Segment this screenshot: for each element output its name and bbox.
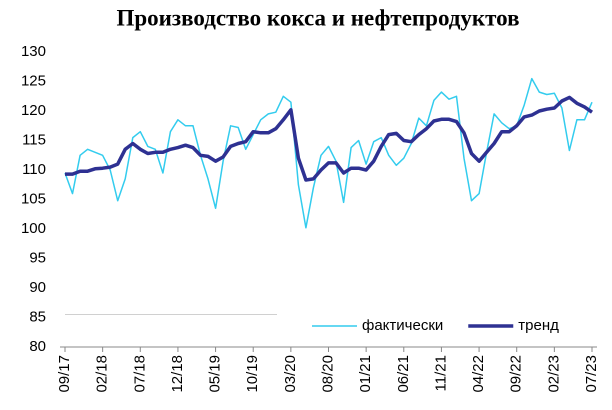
x-tick-label: 09/22: [508, 355, 525, 393]
y-tick-label: 105: [21, 190, 46, 207]
x-tick-label: 09/17: [56, 355, 73, 393]
x-tick-label: 12/18: [169, 355, 186, 393]
series-line: [65, 95, 594, 182]
x-tick-label: 10/19: [244, 355, 261, 393]
x-tick-label: 05/19: [207, 355, 224, 393]
y-tick-label: 115: [22, 131, 46, 148]
y-tick-label: 80: [29, 338, 46, 355]
chart-title: Производство кокса и нефтепродуктов: [116, 5, 519, 30]
x-tick-label: 08/20: [319, 355, 336, 393]
x-tick-label: 06/21: [395, 355, 412, 393]
x-tick-label: 07/18: [131, 355, 148, 393]
y-tick-label: 110: [22, 161, 46, 178]
x-tick-label: 03/20: [282, 355, 299, 393]
y-tick-label: 120: [21, 102, 46, 119]
y-tick-label: 125: [21, 72, 46, 89]
y-tick-label: 90: [29, 279, 46, 296]
legend-label: фактически: [362, 317, 443, 334]
series-line: [64, 77, 593, 229]
y-tick-label: 95: [29, 249, 46, 266]
y-tick-label: 130: [21, 43, 46, 60]
legend-label: тренд: [518, 317, 559, 334]
x-tick-label: 02/18: [94, 355, 111, 393]
x-tick-label: 07/23: [583, 355, 600, 393]
x-tick-label: 02/23: [545, 355, 562, 393]
x-tick-label: 04/22: [470, 355, 487, 393]
x-tick-label: 11/21: [432, 355, 449, 391]
x-tick-label: 01/21: [357, 355, 374, 393]
y-tick-label: 85: [29, 308, 46, 325]
y-tick-label: 100: [21, 220, 46, 237]
